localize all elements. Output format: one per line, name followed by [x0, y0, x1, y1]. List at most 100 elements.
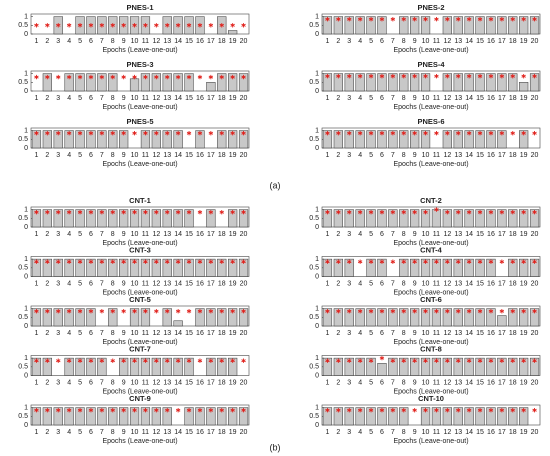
marker	[197, 408, 203, 413]
bar	[75, 357, 85, 376]
bar	[322, 130, 333, 149]
x-tick-label: 8	[111, 231, 115, 238]
x-tick-label: 2	[336, 330, 340, 337]
marker	[219, 259, 224, 264]
bar	[420, 407, 431, 426]
marker-stroke	[368, 260, 374, 264]
bar	[108, 308, 118, 327]
bar	[238, 73, 249, 92]
bar	[420, 308, 431, 327]
x-tick-label: 14	[465, 280, 473, 287]
x-tick-label: 2	[336, 429, 340, 436]
marker-stroke	[88, 309, 94, 313]
marker	[434, 207, 439, 212]
bar	[42, 209, 52, 228]
x-tick-label: 8	[402, 330, 406, 337]
marker	[325, 74, 330, 79]
x-tick-label: 20	[240, 379, 248, 386]
bar	[519, 258, 529, 277]
marker	[412, 358, 417, 363]
marker-stroke	[379, 309, 385, 313]
marker	[230, 309, 235, 314]
marker	[477, 17, 483, 22]
marker	[154, 358, 159, 363]
bar	[464, 130, 474, 149]
x-tick-label: 6	[380, 95, 384, 102]
plot-area	[321, 256, 541, 277]
x-tick-label: 7	[391, 95, 395, 102]
marker	[110, 309, 115, 314]
marker-stroke	[521, 210, 526, 214]
x-tick-label: 18	[509, 429, 517, 436]
marker-stroke	[143, 408, 148, 412]
x-tick-label: 1	[325, 429, 329, 436]
marker	[241, 74, 246, 80]
bar	[355, 357, 365, 376]
marker	[45, 210, 50, 215]
marker	[143, 74, 148, 80]
marker	[208, 309, 214, 314]
plot-area	[30, 256, 250, 277]
marker-stroke	[66, 408, 72, 412]
bar	[322, 357, 333, 376]
marker	[434, 74, 439, 79]
y-tick-label: 0	[315, 323, 319, 330]
marker	[143, 408, 148, 413]
bar	[366, 73, 376, 92]
marker	[154, 408, 159, 413]
x-tick-label: 6	[89, 330, 93, 337]
marker-stroke	[99, 260, 105, 264]
marker-stroke	[499, 359, 505, 363]
bar	[151, 209, 161, 228]
bar	[431, 407, 442, 426]
x-tick-label: 1	[325, 330, 329, 337]
x-tick-label: 17	[207, 280, 215, 287]
x-tick-label: 16	[487, 231, 495, 238]
bar	[217, 308, 227, 327]
marker-stroke	[412, 359, 417, 363]
y-tick-label: 1	[315, 70, 319, 77]
y-tick-label: 0.5	[18, 413, 28, 420]
marker	[121, 358, 126, 363]
x-tick-label: 5	[369, 280, 373, 287]
marker	[175, 23, 181, 28]
marker-stroke	[521, 131, 526, 135]
bar	[420, 209, 431, 228]
x-tick-label: 15	[476, 330, 484, 337]
marker	[347, 309, 352, 314]
marker	[34, 259, 39, 264]
marker-stroke	[197, 309, 203, 313]
marker	[186, 309, 192, 314]
marker	[165, 408, 170, 413]
x-tick-label: 4	[67, 379, 71, 386]
bar	[475, 16, 485, 35]
bar	[377, 209, 387, 228]
x-tick-label: 18	[218, 330, 226, 337]
marker	[230, 131, 235, 136]
marker	[56, 358, 61, 363]
bar	[529, 16, 540, 35]
marker	[445, 408, 450, 413]
bar	[151, 407, 161, 426]
bar	[64, 130, 74, 149]
x-tick-label: 5	[78, 38, 82, 45]
marker-stroke	[499, 74, 505, 78]
bar	[355, 407, 365, 426]
marker	[488, 259, 494, 264]
marker	[121, 309, 126, 314]
x-tick-label: 1	[34, 280, 38, 287]
x-tick-label: 17	[498, 330, 506, 337]
marker	[368, 259, 374, 264]
x-tick-label: 17	[207, 152, 215, 159]
marker	[66, 408, 72, 413]
marker	[219, 74, 224, 80]
marker	[466, 358, 472, 363]
marker	[110, 358, 115, 363]
marker	[488, 131, 494, 136]
marker	[477, 408, 483, 413]
bar	[322, 407, 333, 426]
marker	[208, 23, 214, 28]
x-tick-label: 19	[520, 280, 528, 287]
bar	[366, 407, 376, 426]
x-tick-label: 4	[358, 429, 362, 436]
